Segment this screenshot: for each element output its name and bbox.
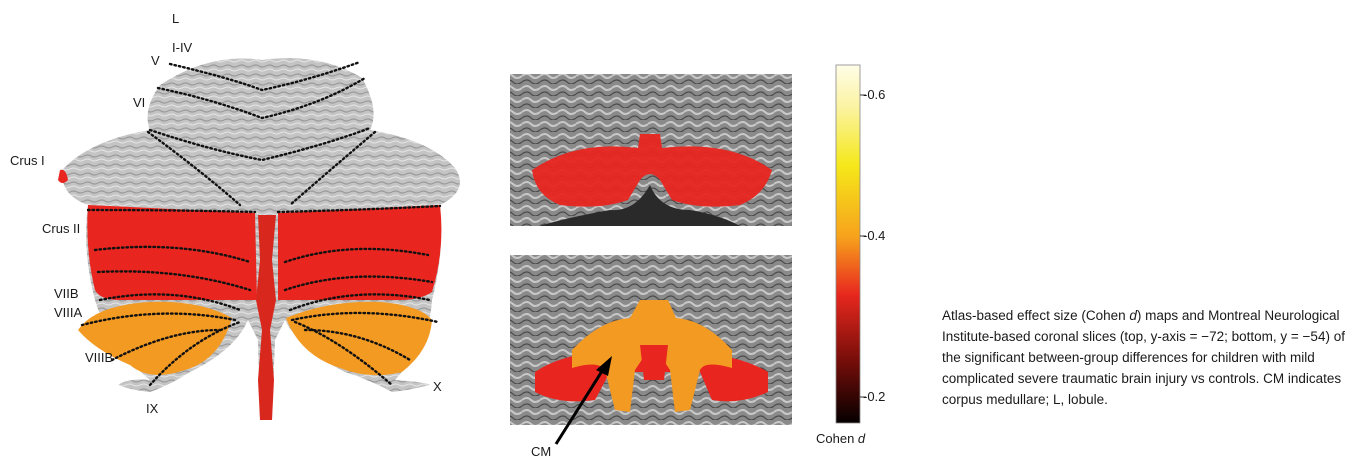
caption-part-2: ) maps and Montreal Neurological Institu… xyxy=(942,308,1345,407)
flatmap-red-region xyxy=(87,205,257,300)
colorbar xyxy=(835,64,861,424)
top-slice-red-activation xyxy=(532,134,772,207)
label-VI: VI xyxy=(133,95,146,110)
colorbar-tick-label-0: -0.6 xyxy=(863,87,886,102)
label-IX: IX xyxy=(146,401,159,416)
caption-part-1: Atlas-based effect size (Cohen xyxy=(942,308,1130,323)
flatmap-vermis xyxy=(256,215,276,420)
flatmap-crus-patch xyxy=(58,169,68,183)
label-X: X xyxy=(433,379,442,394)
label-VIIIB: VIIIB xyxy=(85,350,114,365)
flatmap-red-region-right xyxy=(278,205,442,300)
colorbar-tick-label-2: -0.2 xyxy=(863,389,886,404)
cerebellar-flatmap xyxy=(58,58,460,420)
cm-arrow-head xyxy=(596,356,612,376)
label-V: V xyxy=(151,53,160,68)
label-Crus-II: Crus II xyxy=(42,221,81,236)
colorbar-title: Cohen d xyxy=(816,431,866,446)
label-Crus-I: Crus I xyxy=(10,153,45,168)
lobule-boundaries xyxy=(80,60,442,387)
label-VIIB: VIIB xyxy=(54,286,79,301)
label-I-IV: I-IV xyxy=(172,40,193,55)
bottom-slice-orange-activation xyxy=(572,300,732,412)
label-VIIIA: VIIIA xyxy=(54,305,83,320)
caption-variable: d xyxy=(1129,308,1137,323)
label-CM: CM xyxy=(531,444,552,459)
cm-arrow-line xyxy=(554,367,606,445)
figure-caption: Atlas-based effect size (Cohen d) maps a… xyxy=(942,305,1352,410)
label-L: L xyxy=(172,11,180,26)
colorbar-tick-label-1: -0.4 xyxy=(863,228,886,243)
coronal-slice-bottom xyxy=(510,255,792,445)
bottom-slice-inner-red xyxy=(640,345,668,380)
coronal-slice-top xyxy=(510,74,792,226)
